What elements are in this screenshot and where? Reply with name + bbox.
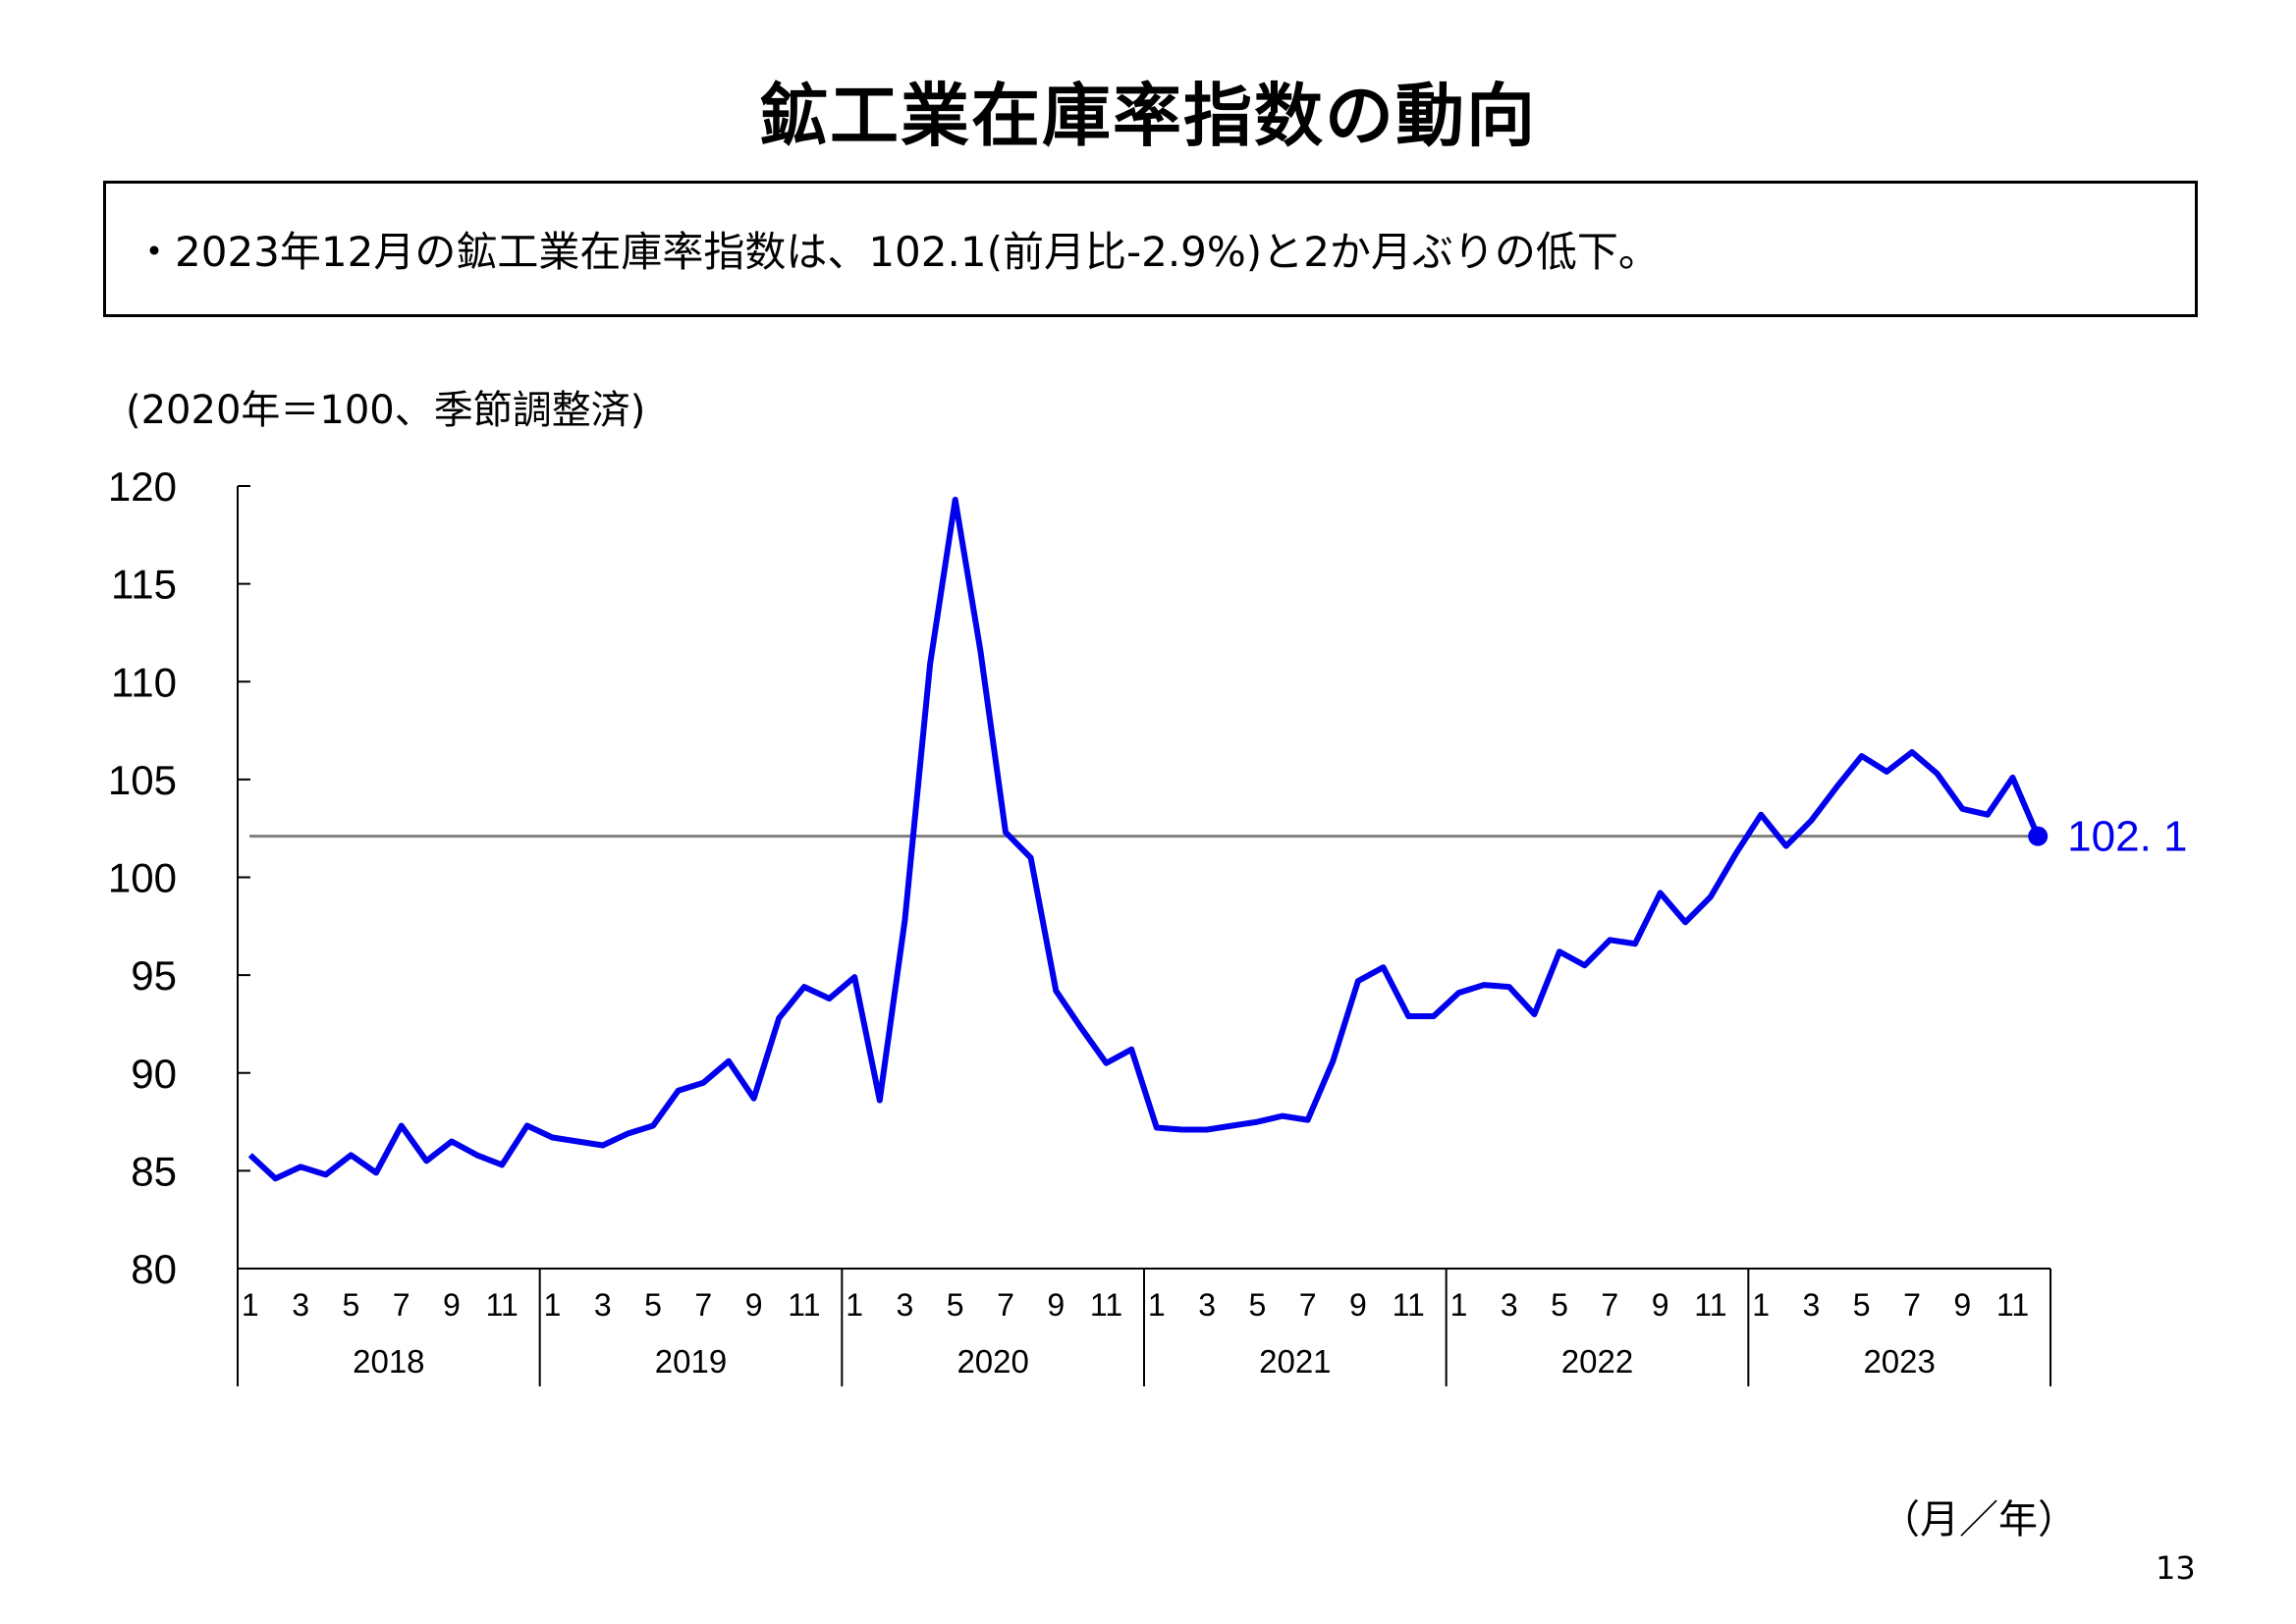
y-tick-label: 90	[131, 1051, 177, 1097]
summary-text: ・2023年12月の鉱工業在庫率指数は、102.1(前月比-2.9%)と2か月ぶ…	[134, 228, 1660, 276]
page-number: 13	[2156, 1549, 2196, 1587]
month-label: 5	[1551, 1287, 1568, 1323]
month-label: 7	[694, 1287, 712, 1323]
year-label: 2023	[1863, 1343, 1935, 1380]
month-label: 9	[745, 1287, 763, 1323]
year-label: 2021	[1259, 1343, 1331, 1380]
month-label: 1	[1752, 1287, 1770, 1323]
month-label: 9	[1047, 1287, 1065, 1323]
month-label: 3	[292, 1287, 309, 1323]
month-label: 5	[947, 1287, 964, 1323]
year-label: 2018	[353, 1343, 424, 1380]
month-label: 9	[1953, 1287, 1971, 1323]
month-label: 9	[443, 1287, 461, 1323]
x-axis-unit: （月／年）	[1881, 1497, 2077, 1543]
month-label: 1	[544, 1287, 562, 1323]
month-label: 7	[1903, 1287, 1921, 1323]
month-label: 11	[1694, 1287, 1726, 1323]
y-tick-label: 95	[131, 952, 177, 999]
month-label: 3	[1198, 1287, 1216, 1323]
month-label: 7	[393, 1287, 410, 1323]
y-tick-label: 105	[108, 757, 177, 803]
summary-box: ・2023年12月の鉱工業在庫率指数は、102.1(前月比-2.9%)と2か月ぶ…	[103, 181, 2198, 317]
month-label: 3	[1803, 1287, 1821, 1323]
month-label: 5	[1248, 1287, 1266, 1323]
month-label: 3	[1501, 1287, 1518, 1323]
month-label: 1	[1450, 1287, 1468, 1323]
month-label: 11	[486, 1287, 519, 1323]
y-tick-label: 80	[131, 1246, 177, 1292]
year-label: 2022	[1561, 1343, 1633, 1380]
year-label: 2020	[957, 1343, 1028, 1380]
month-label: 3	[594, 1287, 612, 1323]
y-tick-label: 110	[111, 659, 177, 705]
month-label: 5	[342, 1287, 359, 1323]
y-tick-label: 115	[111, 562, 177, 608]
month-label: 11	[1090, 1287, 1122, 1323]
month-label: 3	[897, 1287, 914, 1323]
month-label: 1	[1148, 1287, 1166, 1323]
y-tick-label: 120	[108, 463, 177, 510]
page-title: 鉱工業在庫率指数の動向	[759, 76, 1537, 156]
month-label: 11	[1996, 1287, 2029, 1323]
month-label: 11	[1393, 1287, 1425, 1323]
unit-note: (2020年＝100、季節調整済)	[126, 388, 646, 433]
month-label: 1	[242, 1287, 259, 1323]
month-label: 11	[788, 1287, 820, 1323]
month-label: 9	[1349, 1287, 1367, 1323]
year-label: 2019	[655, 1343, 727, 1380]
y-tick-label: 85	[131, 1148, 177, 1194]
y-tick-label: 100	[108, 855, 177, 901]
series-line	[247, 496, 2041, 1182]
end-point-marker	[2028, 826, 2049, 846]
month-label: 5	[644, 1287, 662, 1323]
month-label: 9	[1652, 1287, 1669, 1323]
end-value-label: 102. 1	[2067, 813, 2187, 861]
month-label: 7	[1601, 1287, 1618, 1323]
month-label: 7	[1299, 1287, 1317, 1323]
month-label: 7	[997, 1287, 1014, 1323]
month-label: 1	[846, 1287, 863, 1323]
month-label: 5	[1853, 1287, 1871, 1323]
